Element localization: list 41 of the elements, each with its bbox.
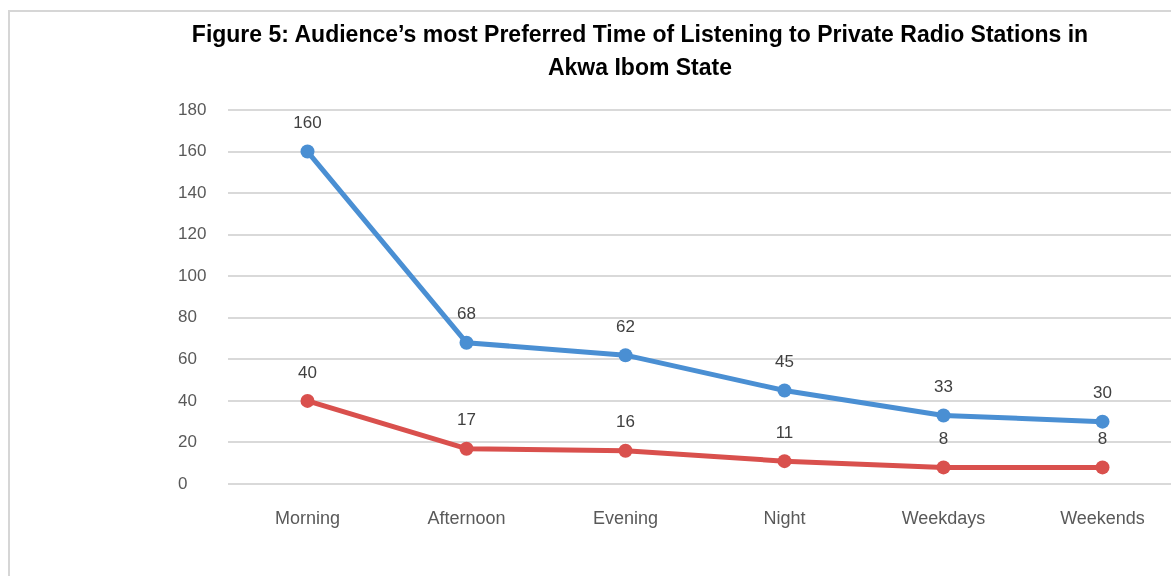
data-label: 40 <box>298 362 317 382</box>
data-label: 62 <box>616 316 635 336</box>
y-tick-label: 140 <box>178 182 207 202</box>
y-tick-label: 60 <box>178 349 197 369</box>
point <box>300 393 315 408</box>
data-label: 8 <box>938 429 949 449</box>
point <box>777 454 792 469</box>
point <box>936 460 951 475</box>
point <box>936 408 951 423</box>
y-tick-label: 160 <box>178 141 207 161</box>
data-label: 45 <box>775 352 794 372</box>
x-tick-label: Afternoon <box>427 507 506 528</box>
data-label: 16 <box>616 412 635 432</box>
data-label: 30 <box>1093 383 1112 403</box>
data-label: 8 <box>1097 429 1108 449</box>
point <box>777 383 792 398</box>
y-tick-label: 180 <box>178 99 207 119</box>
y-tick-label: 80 <box>178 307 197 327</box>
y-tick-label: 0 <box>178 473 188 493</box>
x-tick-label: Weekends <box>1060 507 1145 528</box>
point <box>1095 460 1110 475</box>
data-label: 17 <box>457 410 476 430</box>
point <box>300 144 315 159</box>
data-label: 33 <box>934 377 953 397</box>
point <box>459 441 474 456</box>
x-tick-label: Morning <box>274 507 341 528</box>
point <box>618 443 633 458</box>
data-label: 160 <box>293 113 322 133</box>
y-tick-label: 120 <box>178 224 207 244</box>
y-tick-label: 100 <box>178 265 207 285</box>
x-tick-label: Night <box>763 507 806 528</box>
x-tick-label: Evening <box>592 507 659 528</box>
chart-title: Figure 5: Audience’s most Preferred Time of Listening to Private Radio Stations in Akwa Ibom State <box>190 20 1090 82</box>
x-tick-label: Weekdays <box>901 507 986 528</box>
y-tick-label: 20 <box>178 432 197 452</box>
point <box>618 348 633 363</box>
point <box>459 335 474 350</box>
data-label: 11 <box>775 422 794 442</box>
point <box>1095 414 1110 429</box>
y-tick-label: 40 <box>178 390 197 410</box>
data-label: 68 <box>457 304 476 324</box>
